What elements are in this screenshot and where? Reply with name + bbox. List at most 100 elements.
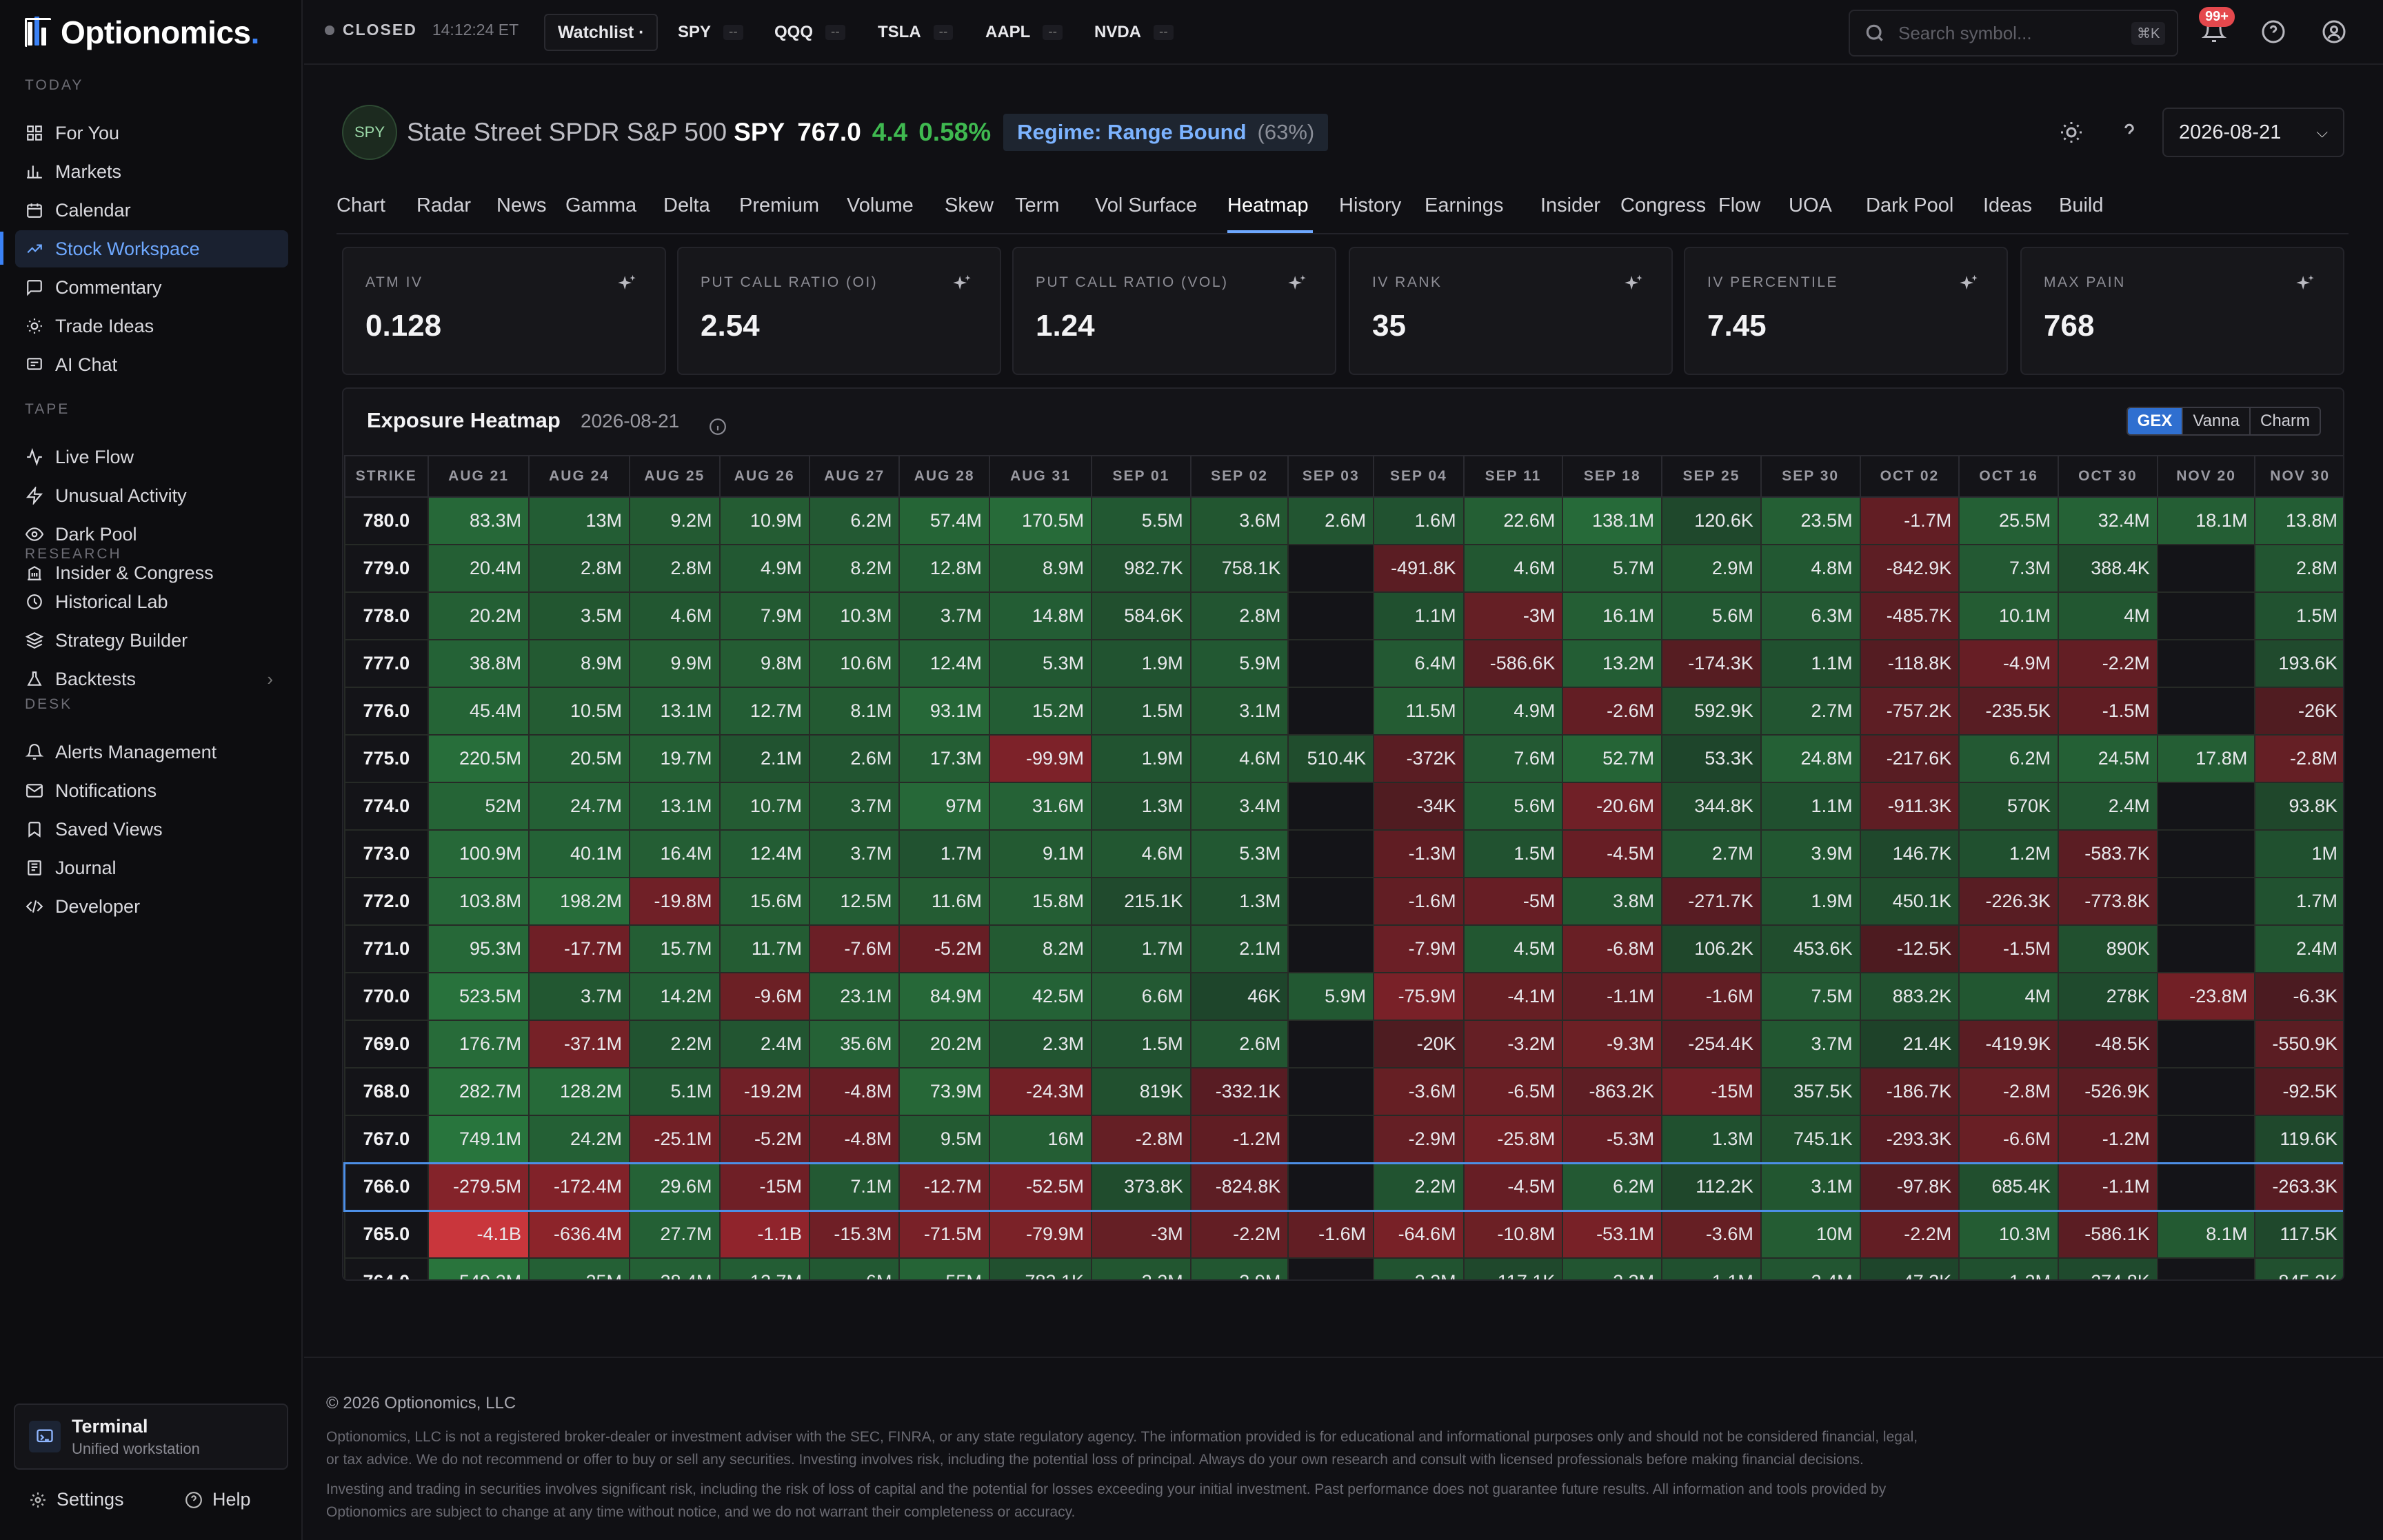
- exposure-cell[interactable]: 10.1M: [1958, 591, 2060, 640]
- tab-heatmap[interactable]: Heatmap: [1227, 194, 1309, 216]
- exposure-cell[interactable]: 45.4M: [428, 687, 530, 736]
- exposure-cell[interactable]: -4.1M: [1462, 972, 1564, 1021]
- exposure-cell[interactable]: 13.1M: [629, 687, 721, 736]
- exposure-cell[interactable]: 1.9M: [1091, 734, 1192, 783]
- sidebar-item-unusual-activity[interactable]: Unusual Activity: [15, 477, 288, 514]
- exposure-cell[interactable]: 12.4M: [898, 639, 990, 688]
- column-header-expiry[interactable]: SEP 25: [1661, 455, 1762, 498]
- exposure-cell[interactable]: [1287, 1067, 1375, 1116]
- exposure-cell[interactable]: 20.4M: [428, 544, 530, 593]
- exposure-cell[interactable]: 9.2M: [629, 496, 721, 545]
- exposure-cell[interactable]: 2.4M: [1760, 1257, 1861, 1279]
- exposure-cell[interactable]: 982.7K: [1091, 544, 1192, 593]
- exposure-cell[interactable]: 1.2M: [1958, 1257, 2060, 1279]
- sparkle-icon[interactable]: [1285, 273, 1309, 296]
- exposure-cell[interactable]: 6.3M: [1760, 591, 1861, 640]
- exposure-cell[interactable]: 1.5M: [1091, 1020, 1192, 1068]
- exposure-cell[interactable]: -1.5M: [2058, 687, 2158, 736]
- exposure-cell[interactable]: 453.6K: [1760, 924, 1861, 973]
- exposure-cell[interactable]: 8.1M: [808, 687, 901, 736]
- exposure-cell[interactable]: 120.6K: [1661, 496, 1762, 545]
- exposure-cell[interactable]: [2156, 1115, 2256, 1164]
- exposure-cell[interactable]: 16.1M: [1562, 591, 1663, 640]
- column-header-expiry[interactable]: OCT 30: [2058, 455, 2158, 498]
- exposure-cell[interactable]: 357.5K: [1760, 1067, 1861, 1116]
- exposure-cell[interactable]: 584.6K: [1091, 591, 1192, 640]
- exposure-cell[interactable]: 6.2M: [808, 496, 901, 545]
- strike-cell[interactable]: 778.0: [343, 591, 430, 640]
- exposure-cell[interactable]: -2.9M: [1373, 1115, 1465, 1164]
- exposure-cell[interactable]: 32.4M: [2058, 496, 2158, 545]
- exposure-cell[interactable]: 25M: [528, 1257, 631, 1279]
- exposure-cell[interactable]: -20.6M: [1562, 782, 1663, 831]
- heatmap-row[interactable]: 776.0 45.4M 10.5M 13.1M 12.7M 8.1M 93.1M 15.2M 1…: [343, 687, 2343, 736]
- column-header-expiry[interactable]: NOV 30: [2254, 455, 2343, 498]
- exposure-cell[interactable]: 12.5M: [808, 877, 901, 926]
- exposure-cell[interactable]: 4.9M: [1462, 687, 1564, 736]
- exposure-cell[interactable]: 7.6M: [1462, 734, 1564, 783]
- page-help-button[interactable]: [2117, 120, 2142, 145]
- exposure-cell[interactable]: 2.7M: [1760, 687, 1861, 736]
- exposure-cell[interactable]: 10.9M: [718, 496, 810, 545]
- exposure-cell[interactable]: 38.8M: [428, 639, 530, 688]
- exposure-cell[interactable]: 5.9M: [1287, 972, 1375, 1021]
- strike-cell[interactable]: 764.0: [343, 1257, 430, 1279]
- watchlist-button[interactable]: Watchlist ·: [544, 14, 658, 51]
- exposure-cell[interactable]: 10.7M: [718, 782, 810, 831]
- exposure-cell[interactable]: 15.6M: [718, 877, 810, 926]
- exposure-cell[interactable]: -71.5M: [898, 1210, 990, 1259]
- exposure-cell[interactable]: 52.7M: [1562, 734, 1663, 783]
- exposure-cell[interactable]: -20K: [1373, 1020, 1465, 1068]
- exposure-cell[interactable]: -5M: [1462, 877, 1564, 926]
- exposure-cell[interactable]: -7.6M: [808, 924, 901, 973]
- heatmap-row[interactable]: 777.0 38.8M 8.9M 9.9M 9.8M 10.6M 12.4M 5.3M 1.9M…: [343, 639, 2343, 688]
- exposure-cell[interactable]: -235.5K: [1958, 687, 2060, 736]
- help-link[interactable]: Help: [185, 1489, 251, 1510]
- exposure-cell[interactable]: 31.6M: [988, 782, 1093, 831]
- exposure-cell[interactable]: 7.3M: [1958, 544, 2060, 593]
- exposure-cell[interactable]: 47.3K: [1859, 1257, 1960, 1279]
- exposure-cell[interactable]: [1287, 782, 1375, 831]
- ticker-nvda[interactable]: NVDA --: [1094, 23, 1174, 42]
- exposure-cell[interactable]: -17.7M: [528, 924, 631, 973]
- exposure-cell[interactable]: 93.1M: [898, 687, 990, 736]
- exposure-cell[interactable]: 27.7M: [629, 1210, 721, 1259]
- exposure-cell[interactable]: -279.5M: [428, 1162, 530, 1212]
- exposure-cell[interactable]: 5.9M: [1189, 639, 1289, 688]
- exposure-cell[interactable]: 10.5M: [528, 687, 631, 736]
- exposure-cell[interactable]: 9.8M: [718, 639, 810, 688]
- sparkle-icon[interactable]: [1622, 273, 1645, 296]
- column-header-expiry[interactable]: AUG 21: [428, 455, 530, 498]
- exposure-cell[interactable]: -4.8M: [808, 1115, 901, 1164]
- exposure-cell[interactable]: -1.6M: [1373, 877, 1465, 926]
- exposure-cell[interactable]: 5.3M: [1189, 829, 1289, 878]
- exposure-cell[interactable]: 7.5M: [1760, 972, 1861, 1021]
- column-header-expiry[interactable]: AUG 26: [718, 455, 810, 498]
- exposure-cell[interactable]: 2.1M: [1189, 924, 1289, 973]
- exposure-cell[interactable]: 373.8K: [1091, 1162, 1192, 1212]
- exposure-cell[interactable]: -12.5K: [1859, 924, 1960, 973]
- column-header-expiry[interactable]: AUG 28: [898, 455, 990, 498]
- exposure-cell[interactable]: [2156, 1162, 2256, 1212]
- sparkle-icon[interactable]: [2293, 273, 2317, 296]
- heatmap-row[interactable]: 774.0 52M 24.7M 13.1M 10.7M 3.7M 97M 31.6M 1.3M 3…: [343, 782, 2343, 831]
- exposure-cell[interactable]: 344.8K: [1661, 782, 1762, 831]
- exposure-cell[interactable]: -79.9M: [988, 1210, 1093, 1259]
- exposure-cell[interactable]: 20.5M: [528, 734, 631, 783]
- exposure-cell[interactable]: 112.2K: [1661, 1162, 1762, 1212]
- exposure-cell[interactable]: [2156, 1067, 2256, 1116]
- sparkle-icon[interactable]: [615, 273, 639, 296]
- exposure-cell[interactable]: -24.3M: [988, 1067, 1093, 1116]
- exposure-cell[interactable]: [2156, 639, 2256, 688]
- sidebar-item-ai-chat[interactable]: AI Chat: [15, 346, 288, 383]
- exposure-cell[interactable]: 22.6M: [1462, 496, 1564, 545]
- exposure-cell[interactable]: [1287, 1020, 1375, 1068]
- settings-link[interactable]: Settings: [29, 1489, 124, 1510]
- exposure-cell[interactable]: 10.3M: [1958, 1210, 2060, 1259]
- exposure-cell[interactable]: 215.1K: [1091, 877, 1192, 926]
- exposure-cell[interactable]: 2.8M: [1189, 591, 1289, 640]
- search-box[interactable]: ⌘K: [1849, 10, 2178, 57]
- strike-cell[interactable]: 768.0: [343, 1067, 430, 1116]
- exposure-cell[interactable]: 3.7M: [808, 782, 901, 831]
- exposure-cell[interactable]: -263.3K: [2254, 1162, 2343, 1212]
